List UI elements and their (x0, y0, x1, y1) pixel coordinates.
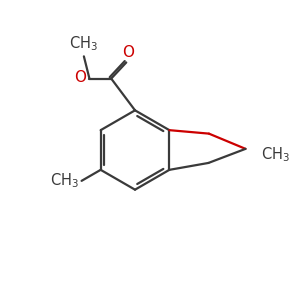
Text: CH$_3$: CH$_3$ (50, 172, 79, 190)
Text: O: O (74, 70, 86, 85)
Text: CH$_3$: CH$_3$ (69, 35, 98, 53)
Text: O: O (122, 44, 134, 59)
Text: CH$_3$: CH$_3$ (262, 145, 290, 164)
